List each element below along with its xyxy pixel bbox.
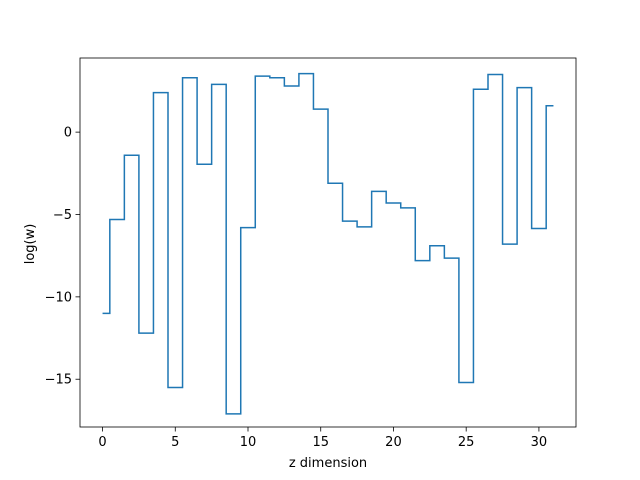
- x-tick-label: 20: [385, 435, 402, 450]
- x-tick-label: 5: [171, 435, 179, 450]
- series-line: [102, 72, 554, 415]
- y-tick-label: 0: [64, 126, 72, 141]
- y-tick-label: −10: [45, 290, 72, 305]
- axes-frame: [79, 57, 577, 428]
- x-tick-label: 25: [458, 435, 475, 450]
- y-tick-label: −5: [53, 208, 72, 223]
- axes: 0 5 10 15 20 25 30 −15 −10 −5 0: [45, 57, 577, 450]
- x-axis-label: z dimension: [289, 456, 367, 471]
- plot-area: [102, 72, 554, 415]
- y-axis-label: log(w): [23, 224, 38, 265]
- x-tick-label: 30: [531, 435, 548, 450]
- x-tick-label: 10: [240, 435, 257, 450]
- y-tick-label: −15: [45, 373, 72, 388]
- x-tick-label: 0: [98, 435, 106, 450]
- x-tick-label: 15: [312, 435, 329, 450]
